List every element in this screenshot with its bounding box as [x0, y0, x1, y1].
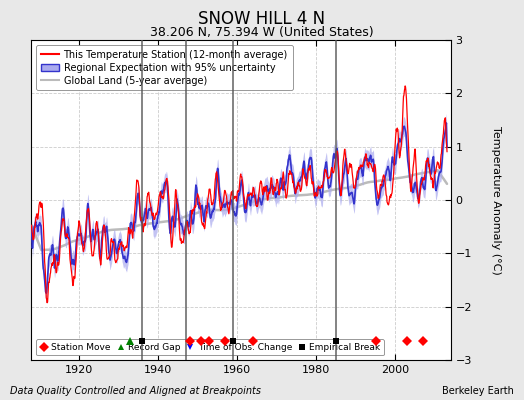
Text: SNOW HILL 4 N: SNOW HILL 4 N — [199, 10, 325, 28]
Y-axis label: Temperature Anomaly (°C): Temperature Anomaly (°C) — [492, 126, 501, 274]
Text: Berkeley Earth: Berkeley Earth — [442, 386, 514, 396]
Legend: Station Move, Record Gap, Time of Obs. Change, Empirical Break: Station Move, Record Gap, Time of Obs. C… — [36, 339, 384, 356]
Text: Data Quality Controlled and Aligned at Breakpoints: Data Quality Controlled and Aligned at B… — [10, 386, 261, 396]
Text: 38.206 N, 75.394 W (United States): 38.206 N, 75.394 W (United States) — [150, 26, 374, 39]
